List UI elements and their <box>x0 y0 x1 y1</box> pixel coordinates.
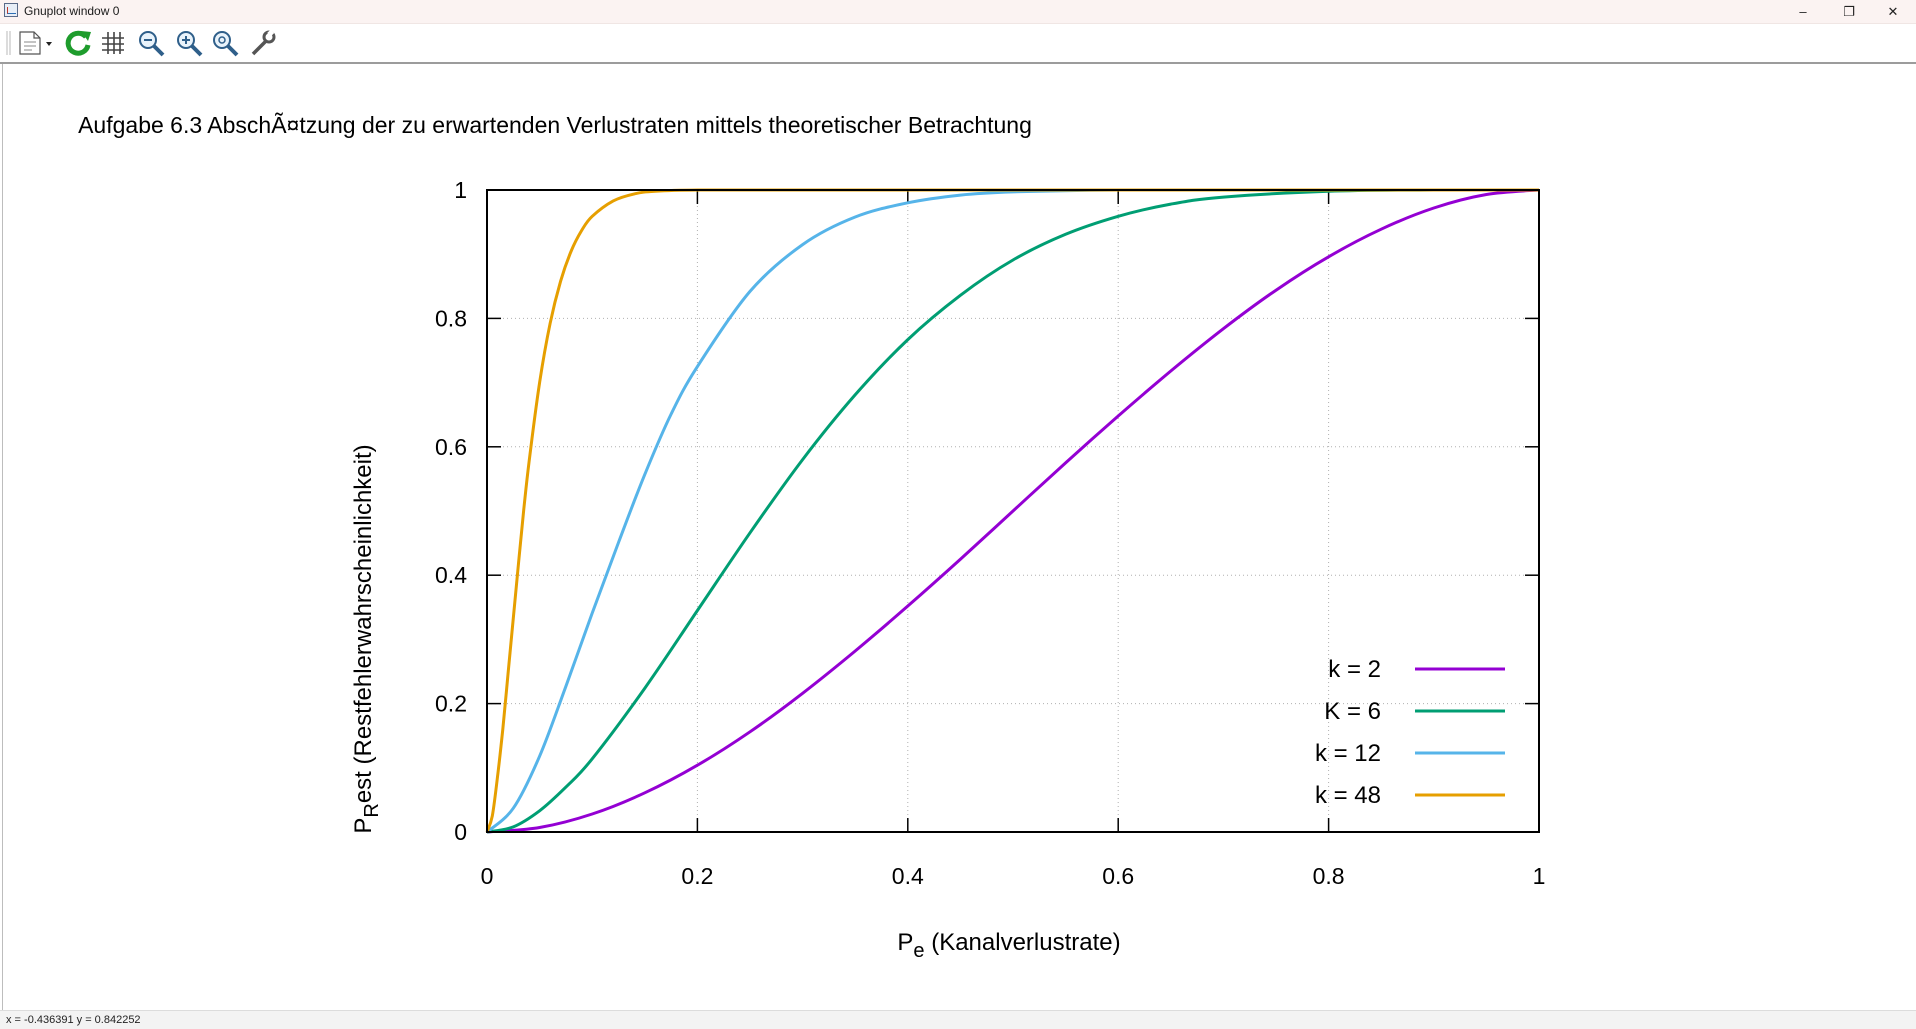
window-title: Gnuplot window 0 <box>24 4 120 18</box>
restore-button[interactable]: ❐ <box>1843 3 1855 19</box>
x-axis-label-main: P <box>897 929 913 956</box>
y-tick-label: 1 <box>454 177 467 203</box>
plot-frame <box>486 189 1540 833</box>
plot-canvas[interactable]: Aufgabe 6.3 AbschÃ¤tzung der zu erwarten… <box>2 64 1916 1010</box>
x-tick-label: 1 <box>1533 863 1546 889</box>
x-axis-label: Pe (Kanalverlustrate) <box>897 929 1120 962</box>
x-tick-label: 0.8 <box>1313 863 1345 889</box>
chart-title: Aufgabe 6.3 AbschÃ¤tzung der zu erwarten… <box>78 112 1032 138</box>
y-tick-label: 0 <box>454 819 467 845</box>
title-bar: Gnuplot window 0 – ❐ ✕ <box>0 0 1916 24</box>
series-line-2 <box>486 188 1539 834</box>
toolbar <box>0 24 1916 64</box>
x-axis-label-rest: (Kanalverlustrate) <box>925 929 1121 956</box>
close-button[interactable]: ✕ <box>1887 3 1899 19</box>
y-axis-label: PRest (Restfehlerwahrscheinlichkeit) <box>350 444 383 833</box>
legend-label: k = 48 <box>1315 782 1381 809</box>
y-tick-label: 0.2 <box>435 691 467 717</box>
legend-label: k = 12 <box>1315 740 1381 767</box>
options-wrench-icon[interactable] <box>246 27 280 59</box>
chart-svg: Aufgabe 6.3 AbschÃ¤tzung der zu erwarten… <box>78 112 1546 962</box>
copy-print-menu-icon[interactable] <box>14 27 58 59</box>
y-tick-label: 0.4 <box>435 562 467 588</box>
grid-icon[interactable] <box>96 27 130 59</box>
series-line-1 <box>486 188 1540 834</box>
status-bar: x = -0.436391 y = 0.842252 <box>0 1010 1916 1029</box>
replot-icon[interactable] <box>62 27 96 59</box>
legend-label: K = 6 <box>1324 698 1381 725</box>
x-tick-label: 0 <box>481 863 494 889</box>
x-tick-label: 0.6 <box>1102 863 1134 889</box>
zoom-reset-icon[interactable] <box>208 27 242 59</box>
toolbar-grip <box>4 27 14 59</box>
zoom-in-icon[interactable] <box>172 27 206 59</box>
zoom-out-icon[interactable] <box>134 27 168 59</box>
y-axis-label-sub: R <box>361 803 383 817</box>
y-tick-label: 0.6 <box>435 434 467 460</box>
x-axis-label-sub: e <box>913 940 924 962</box>
y-axis-label-main: P <box>350 818 377 834</box>
y-tick-label: 0.8 <box>435 305 467 331</box>
y-axis-label-rest: est (Restfehlerwahrscheinlichkeit) <box>350 444 377 803</box>
gnuplot-app-icon <box>4 3 18 17</box>
minimize-button[interactable]: – <box>1799 4 1807 19</box>
x-tick-label: 0.2 <box>681 863 713 889</box>
x-tick-label: 0.4 <box>892 863 924 889</box>
mouse-coordinates: x = -0.436391 y = 0.842252 <box>6 1014 141 1026</box>
legend-label: k = 2 <box>1328 656 1381 683</box>
